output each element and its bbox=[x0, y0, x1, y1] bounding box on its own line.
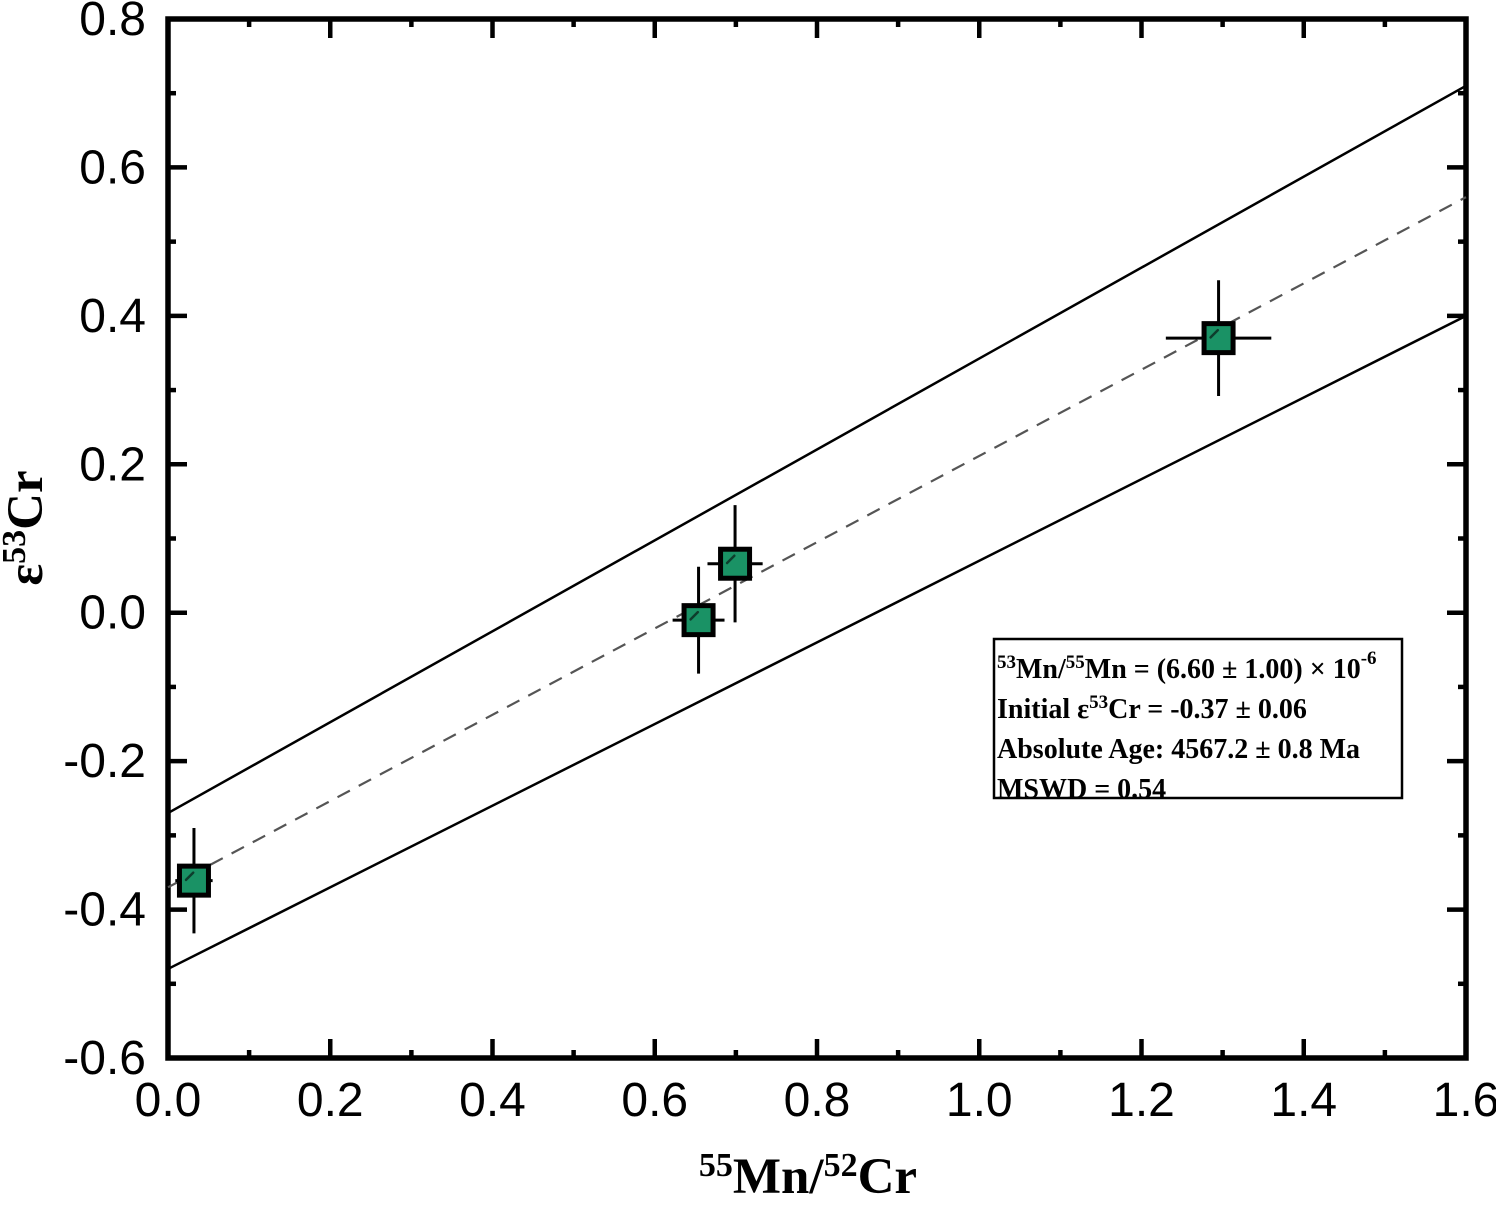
svg-text:0.6: 0.6 bbox=[79, 141, 146, 194]
svg-text:Initial ε53Cr = -0.37 ± 0.06: Initial ε53Cr = -0.37 ± 0.06 bbox=[997, 692, 1307, 725]
svg-text:0.8: 0.8 bbox=[79, 0, 146, 46]
svg-text:1.6: 1.6 bbox=[1433, 1074, 1496, 1127]
svg-text:ε53Cr: ε53Cr bbox=[0, 470, 54, 585]
svg-text:0.8: 0.8 bbox=[784, 1074, 851, 1127]
svg-text:1.0: 1.0 bbox=[946, 1074, 1013, 1127]
svg-text:-0.4: -0.4 bbox=[63, 884, 146, 937]
svg-text:-0.2: -0.2 bbox=[63, 735, 146, 788]
svg-text:0.4: 0.4 bbox=[79, 290, 146, 343]
svg-text:0.2: 0.2 bbox=[79, 438, 146, 491]
svg-text:-0.6: -0.6 bbox=[63, 1032, 146, 1085]
svg-text:1.2: 1.2 bbox=[1108, 1074, 1175, 1127]
svg-text:0.4: 0.4 bbox=[459, 1074, 526, 1127]
svg-text:0.6: 0.6 bbox=[621, 1074, 688, 1127]
svg-text:MSWD = 0.54: MSWD = 0.54 bbox=[997, 774, 1166, 805]
svg-text:0.2: 0.2 bbox=[297, 1074, 364, 1127]
svg-text:Absolute Age: 4567.2 ± 0.8 Ma: Absolute Age: 4567.2 ± 0.8 Ma bbox=[997, 734, 1360, 765]
svg-text:53Mn/55Mn = (6.60 ± 1.00) × 10: 53Mn/55Mn = (6.60 ± 1.00) × 10-6 bbox=[997, 648, 1377, 685]
svg-text:1.4: 1.4 bbox=[1270, 1074, 1337, 1127]
svg-text:0.0: 0.0 bbox=[79, 587, 146, 640]
